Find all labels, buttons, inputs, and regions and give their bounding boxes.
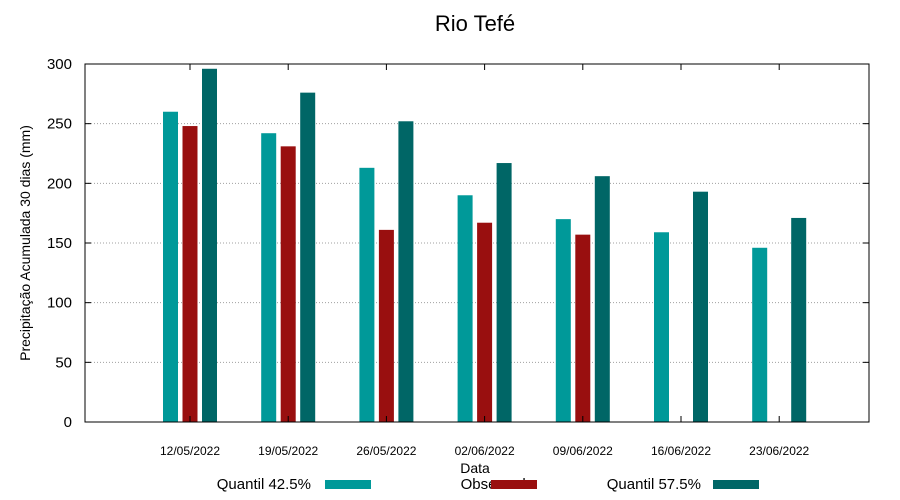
legend-label: Quantil 57.5% bbox=[607, 476, 701, 493]
y-tick-label: 200 bbox=[47, 175, 72, 192]
legend-swatch bbox=[491, 480, 537, 489]
y-tick-label: 250 bbox=[47, 116, 72, 133]
bar-observado-4 bbox=[575, 234, 591, 422]
bar-quantil-42-5--5 bbox=[654, 232, 669, 422]
chart-title: Rio Tefé bbox=[435, 11, 515, 36]
legend-label: Quantil 42.5% bbox=[217, 476, 311, 493]
bar-quantil-57-5--6 bbox=[791, 217, 807, 422]
y-axis-ticks: 0 50 100 150 200 250 300 bbox=[47, 56, 869, 431]
bar-quantil-57-5--3 bbox=[496, 163, 512, 422]
bar-observado-2 bbox=[378, 229, 394, 422]
bar-quantil-57-5--2 bbox=[398, 121, 414, 422]
x-tick-label: 02/06/2022 bbox=[455, 444, 515, 458]
bar-observado-1 bbox=[280, 146, 296, 422]
bar-quantil-57-5--4 bbox=[594, 176, 610, 422]
bar-quantil-42-5--1 bbox=[261, 133, 277, 423]
y-tick-label: 100 bbox=[47, 295, 72, 312]
bar-quantil-42-5--4 bbox=[555, 219, 571, 422]
bar-quantil-57-5--1 bbox=[300, 92, 316, 422]
y-tick-label: 300 bbox=[47, 56, 72, 73]
bar-quantil-42-5--2 bbox=[359, 167, 375, 422]
bar-quantil-42-5--0 bbox=[163, 111, 178, 422]
bar-observado-3 bbox=[477, 222, 493, 422]
legend-swatch bbox=[325, 480, 371, 489]
legend: Quantil 42.5%ObservadoQuantil 57.5% bbox=[217, 476, 759, 493]
x-tick-label: 19/05/2022 bbox=[258, 444, 318, 458]
bar-quantil-42-5--6 bbox=[752, 247, 768, 422]
bar-quantil-57-5--5 bbox=[693, 191, 708, 422]
y-axis-label: Precipitação Acumulada 30 dias (mm) bbox=[17, 125, 33, 361]
x-tick-label: 23/06/2022 bbox=[749, 444, 809, 458]
bar-quantil-42-5--3 bbox=[457, 195, 473, 422]
y-tick-label: 150 bbox=[47, 235, 72, 252]
x-axis-label: Data bbox=[460, 460, 490, 476]
x-tick-label: 16/06/2022 bbox=[651, 444, 711, 458]
x-tick-label: 12/05/2022 bbox=[160, 444, 220, 458]
x-tick-label: 26/05/2022 bbox=[356, 444, 416, 458]
bars bbox=[163, 68, 807, 423]
bar-quantil-57-5--0 bbox=[202, 68, 217, 423]
legend-swatch bbox=[713, 480, 759, 489]
x-tick-label: 09/06/2022 bbox=[553, 444, 613, 458]
y-tick-label: 0 bbox=[64, 414, 72, 431]
y-tick-label: 50 bbox=[55, 354, 72, 371]
bar-observado-0 bbox=[182, 126, 198, 422]
x-axis-ticks: 12/05/2022 19/05/2022 26/05/2022 02/06/2022… bbox=[160, 64, 810, 458]
